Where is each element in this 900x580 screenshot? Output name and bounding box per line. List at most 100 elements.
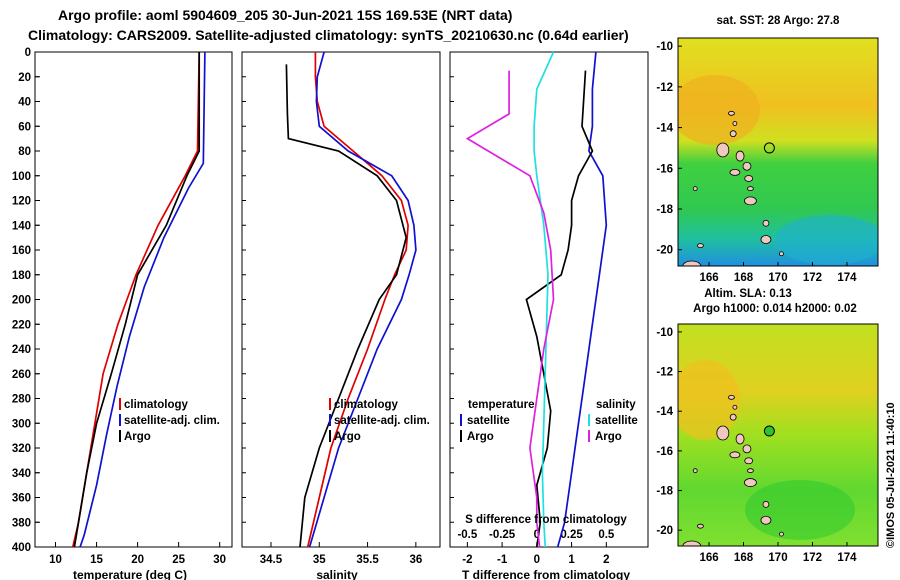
x-tick-label: 36 [409, 554, 422, 566]
island [760, 235, 772, 244]
legend-label-argo: Argo [334, 431, 361, 443]
s-difference-label: S difference from climatology [465, 514, 627, 526]
depth-tick-label: 180 [12, 270, 31, 282]
salinity-xlabel: salinity [316, 568, 358, 580]
lat-tick-label: -10 [656, 327, 673, 339]
sst-warm-patch [678, 75, 760, 145]
depth-tick-label: 60 [18, 121, 31, 133]
vanuatu-islands [682, 110, 784, 266]
island [744, 478, 757, 487]
series-line-t-satellite [556, 51, 608, 548]
lat-tick-label: -14 [656, 406, 673, 418]
sla-map-panel: Altim. SLA: 0.13 Argo h1000: 0.014 h2000… [656, 288, 879, 564]
series-line-argo [285, 64, 408, 548]
legend-label-argo: Argo [124, 431, 151, 443]
island [729, 413, 737, 421]
sst-cool-patch [775, 215, 878, 265]
lon-tick-label: 170 [768, 272, 787, 284]
island [716, 425, 730, 441]
island [744, 457, 754, 465]
island [735, 433, 745, 445]
x-tick-label: 10 [49, 554, 62, 566]
lat-tick-label: -16 [656, 163, 673, 175]
lat-tick-label: -16 [656, 446, 673, 458]
island [692, 468, 698, 474]
argo-position-marker [763, 142, 775, 154]
temperature-x-axis: 10 15 20 25 30 [35, 51, 226, 566]
difference-series [465, 51, 608, 548]
island [760, 515, 772, 525]
island [779, 531, 784, 537]
depth-tick-label: 400 [12, 542, 31, 554]
depth-tick-label: 300 [12, 418, 31, 430]
depth-tick-label: 220 [12, 319, 31, 331]
vanuatu-islands [682, 394, 784, 546]
legend-label-s-argo: Argo [595, 431, 622, 443]
x-tick-label: 34.5 [260, 554, 283, 566]
header-line-2: Climatology: CARS2009. Satellite-adjuste… [28, 27, 629, 43]
depth-tick-label: 260 [12, 369, 31, 381]
lat-tick-label: -18 [656, 486, 673, 498]
salinity-panel: 34.5 35 35.5 36 salinity climatology satell… [241, 51, 441, 580]
sst-map-panel: sat. SST: 28 Argo: 27.8 166 168 170 172 174 -… [656, 15, 879, 284]
lon-tick-label: 166 [699, 272, 718, 284]
legend-label-t-argo: Argo [467, 431, 494, 443]
temperature-series [71, 51, 206, 548]
island [728, 394, 735, 400]
legend-label-climatology: climatology [334, 399, 399, 411]
island [732, 404, 738, 410]
temperature-panel: 0 20 40 60 80 100 120 140 160 180 200 220 240 260 280 3… [12, 47, 233, 580]
salinity-legend: climatology satellite-adj. clim. Argo [329, 398, 430, 443]
island [747, 468, 754, 474]
lon-tick-label: 172 [803, 272, 822, 284]
s-tick-label: 0.25 [560, 529, 583, 541]
depth-tick-label: 320 [12, 443, 31, 455]
lon-tick-label: 172 [803, 552, 822, 564]
depth-tick-label: 120 [12, 196, 31, 208]
lat-tick-label: -20 [656, 245, 673, 257]
series-line-s-argo [465, 70, 555, 548]
lon-tick-label: 168 [734, 272, 754, 284]
depth-tick-label: 140 [12, 220, 31, 232]
island [744, 175, 754, 182]
salinity-x-axis: 34.5 35 35.5 36 [242, 51, 422, 566]
legend-label-climatology: climatology [124, 399, 189, 411]
lon-tick-label: 168 [734, 552, 754, 564]
depth-tick-label: 340 [12, 468, 31, 480]
lat-tick-label: -12 [656, 367, 673, 379]
lat-tick-label: -12 [656, 82, 673, 94]
depth-tick-label: 200 [12, 295, 31, 307]
sla-map-title: Altim. SLA: 0.13 [704, 288, 792, 300]
lon-tick-label: 174 [837, 552, 857, 564]
difference-legend: temperature satellite Argo salinity sate… [460, 399, 638, 443]
difference-x-axis: -2 -1 0 1 2 -0.5 -0.25 0 0.25 0.5 [450, 51, 615, 566]
depth-tick-label: 20 [18, 72, 31, 84]
island [779, 251, 784, 257]
sst-map-axes: 166 168 170 172 174 -10 -12 -14 -16 -18 -20 [656, 41, 857, 284]
island [697, 523, 704, 529]
x-tick-label: -1 [497, 554, 508, 566]
legend-label-s-satellite: satellite [595, 415, 638, 427]
island [729, 130, 737, 138]
sla-map-subtitle: Argo h1000: 0.014 h2000: 0.02 [693, 303, 857, 315]
depth-tick-label: 100 [12, 171, 31, 183]
island [744, 196, 757, 206]
salinity-series [285, 51, 417, 548]
t-difference-xlabel: T difference from climatology [462, 568, 630, 580]
x-tick-label: 30 [213, 554, 226, 566]
series-line-satellite-adj-clim- [308, 51, 417, 548]
island [697, 243, 704, 249]
x-tick-label: 25 [172, 554, 185, 566]
depth-tick-label: 240 [12, 344, 31, 356]
depth-tick-label: 280 [12, 394, 31, 406]
island [729, 451, 741, 459]
temperature-legend: climatology satellite-adj. clim. Argo [119, 398, 220, 443]
island [762, 219, 770, 227]
depth-tick-label: 80 [18, 146, 31, 158]
sla-low-patch [745, 480, 855, 540]
depth-tick-label: 40 [18, 97, 31, 109]
sst-map-title: sat. SST: 28 Argo: 27.8 [717, 15, 841, 27]
s-tick-label: -0.25 [489, 529, 516, 541]
lat-tick-label: -18 [656, 204, 673, 216]
